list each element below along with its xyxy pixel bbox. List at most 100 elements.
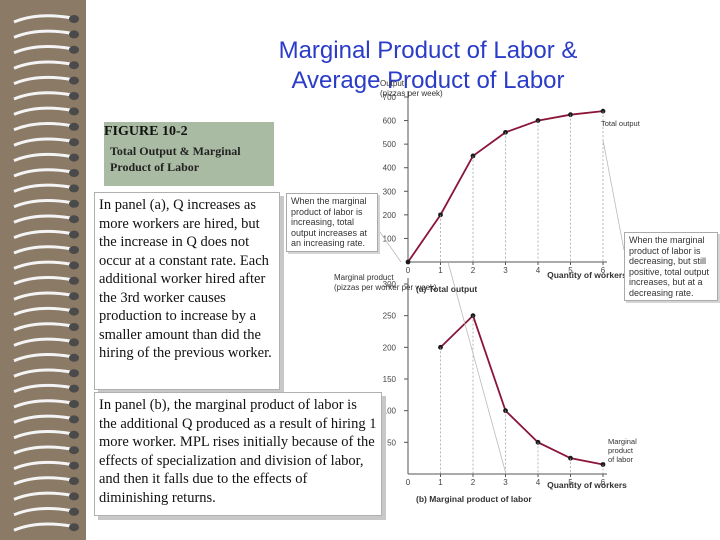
x-tick-label: 6 xyxy=(601,478,606,487)
spiral-hole xyxy=(69,122,79,131)
x-tick-label: 6 xyxy=(601,266,606,275)
spiral-hole xyxy=(69,230,79,239)
spiral-hole xyxy=(69,292,79,301)
x-axis-label: Quantity of workers xyxy=(547,270,627,280)
spiral-hole xyxy=(69,415,79,424)
spiral-ring xyxy=(13,522,73,532)
y-axis-label: Output xyxy=(380,79,405,88)
callout-increasing: When the marginal product of labor is in… xyxy=(286,193,378,252)
figure-caption: Total Output & Marginal Product of Labor xyxy=(110,144,241,174)
spiral-ring xyxy=(13,306,73,316)
spiral-ring xyxy=(13,430,73,440)
spiral-ring xyxy=(13,91,73,101)
spiral-ring xyxy=(13,322,73,332)
spiral-ring xyxy=(13,476,73,486)
spiral-hole xyxy=(69,400,79,408)
y-tick-label: 700 xyxy=(383,93,397,102)
spiral-hole xyxy=(69,477,79,485)
y-tick-label: 50 xyxy=(387,438,396,447)
data-point xyxy=(405,259,411,265)
spiral-ring xyxy=(13,260,73,270)
x-tick-label: 2 xyxy=(471,478,476,487)
spiral-ring xyxy=(13,14,73,24)
spiral-hole xyxy=(69,138,79,147)
y-tick-label: 500 xyxy=(383,140,397,149)
callout-decreasing: When the marginal product of labor is de… xyxy=(624,232,718,301)
spiral-hole xyxy=(69,492,79,501)
spiral-hole xyxy=(69,307,79,316)
spiral-ring xyxy=(13,291,73,301)
y-axis-label: (pizzas per worker per week) xyxy=(334,283,437,292)
spiral-hole xyxy=(69,246,79,254)
spiral-hole xyxy=(69,215,79,224)
spiral-hole xyxy=(69,446,79,455)
x-tick-label: 0 xyxy=(406,266,411,275)
spiral-ring xyxy=(13,368,73,378)
x-tick-label: 5 xyxy=(568,266,573,275)
spiral-ring xyxy=(13,29,73,39)
series-label: product xyxy=(608,446,634,455)
slide-title: Marginal Product of Labor & Average Prod… xyxy=(168,36,688,96)
spiral-ring xyxy=(13,152,73,162)
spiral-ring xyxy=(13,168,73,178)
spiral-ring xyxy=(13,399,73,409)
spiral-ring xyxy=(13,460,73,470)
spiral-hole xyxy=(69,430,79,439)
x-tick-label: 3 xyxy=(503,266,508,275)
panel-a-textbox: In panel (a), Q increases as more worker… xyxy=(94,192,280,390)
x-axis-label: Quantity of workers xyxy=(547,480,627,490)
panel-a-text: In panel (a), Q increases as more worker… xyxy=(99,197,272,361)
spiral-ring xyxy=(13,491,73,501)
panel-b-text: In panel (b), the marginal product of la… xyxy=(99,397,377,506)
x-tick-label: 2 xyxy=(471,266,476,275)
y-tick-label: 300 xyxy=(383,280,397,289)
spiral-ring xyxy=(13,245,73,255)
callout-leader xyxy=(602,139,625,251)
y-tick-label: 600 xyxy=(383,117,397,126)
spiral-hole xyxy=(69,338,79,347)
x-tick-label: 3 xyxy=(503,478,508,487)
spiral-hole xyxy=(69,323,79,331)
spiral-ring xyxy=(13,106,73,116)
slide: Marginal Product of Labor & Average Prod… xyxy=(8,0,720,540)
series-line xyxy=(439,314,604,466)
y-tick-label: 100 xyxy=(383,407,397,416)
spiral-hole xyxy=(69,153,79,162)
spiral-ring xyxy=(13,60,73,70)
spiral-hole xyxy=(69,261,79,270)
figure-label-box xyxy=(104,122,274,186)
spiral-ring xyxy=(13,229,73,239)
y-tick-label: 200 xyxy=(383,211,397,220)
spiral-ring xyxy=(13,507,73,517)
y-tick-label: 100 xyxy=(383,234,397,243)
series-label: of labor xyxy=(608,455,634,464)
spiral-hole xyxy=(69,15,79,23)
spiral-hole xyxy=(69,461,79,470)
spiral-hole xyxy=(69,184,79,193)
y-tick-label: 400 xyxy=(383,164,397,173)
spiral-ring xyxy=(13,276,73,286)
x-tick-label: 1 xyxy=(438,478,443,487)
spiral-ring xyxy=(13,137,73,147)
figure-label: FIGURE 10-2 xyxy=(104,124,188,139)
spiral-ring xyxy=(13,122,73,132)
x-tick-label: 1 xyxy=(438,266,443,275)
spiral-hole xyxy=(69,384,79,393)
spiral-ring xyxy=(13,75,73,85)
title-line-1: Marginal Product of Labor & xyxy=(278,37,578,64)
spiral-ring xyxy=(13,214,73,224)
spiral-hole xyxy=(69,61,79,70)
spiral-ring xyxy=(13,199,73,209)
spiral-hole xyxy=(69,199,79,208)
spiral-ring xyxy=(13,414,73,424)
spiral-ring xyxy=(13,383,73,393)
x-tick-label: 0 xyxy=(406,478,411,487)
spiral-ring xyxy=(13,45,73,55)
callout-leader xyxy=(447,261,507,475)
spiral-hole xyxy=(69,353,79,362)
panel-b-textbox: In panel (b), the marginal product of la… xyxy=(94,392,382,516)
spiral-hole xyxy=(69,107,79,116)
